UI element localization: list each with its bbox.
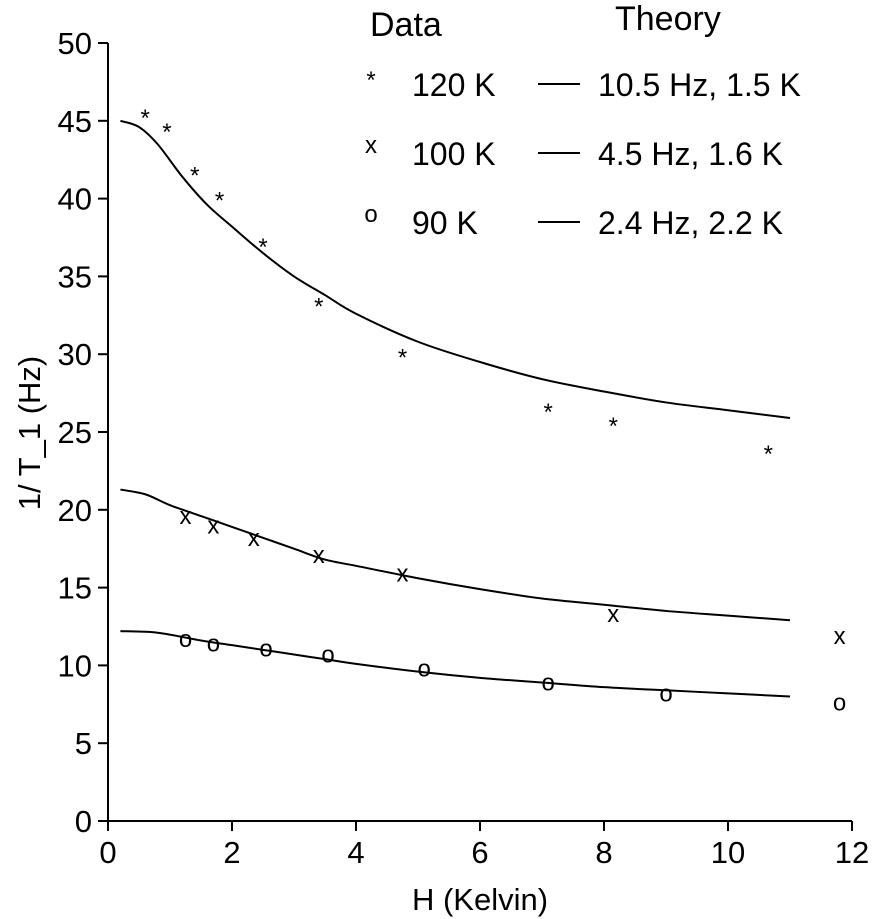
y-tick-label: 25 xyxy=(58,415,92,450)
y-tick-label: 15 xyxy=(58,571,92,606)
data-point-120-k: * xyxy=(398,345,407,372)
theory-curve-90-k xyxy=(120,630,791,698)
y-tick-label: 50 xyxy=(58,26,92,61)
x-tick-label: 10 xyxy=(711,835,745,870)
legend-theory-header: Theory xyxy=(615,0,721,38)
data-point-90-k: o xyxy=(259,635,272,662)
legend: Data Theory * 120 K 10.5 Hz, 1.5 K x 100 K 4.… xyxy=(364,0,800,241)
data-point-120-k: * xyxy=(764,441,773,468)
data-point-100-k: x xyxy=(248,525,260,552)
data-point-120-k: * xyxy=(609,413,618,440)
x-tick-label: 2 xyxy=(223,835,240,870)
legend-series-name: 100 K xyxy=(412,136,496,172)
axes: 0 2 4 6 8 10 12 0 5 10 15 20 25 30 35 40 45 50 xyxy=(58,26,870,870)
y-tick-label: 10 xyxy=(58,648,92,683)
x-ticks: 0 2 4 6 8 10 12 xyxy=(99,821,869,870)
data-point-90-k: o xyxy=(207,631,220,658)
data-point-100-k: x xyxy=(207,512,219,539)
data-point-90-k: o xyxy=(833,690,846,717)
legend-marker: * xyxy=(366,67,375,94)
y-tick-label: 45 xyxy=(58,104,92,139)
data-point-90-k: o xyxy=(321,642,334,669)
legend-marker: x xyxy=(365,132,377,159)
legend-theory-label: 2.4 Hz, 2.2 K xyxy=(598,205,783,241)
legend-marker: o xyxy=(364,201,377,228)
theory-curve-120-k xyxy=(120,119,791,419)
y-tick-label: 0 xyxy=(75,804,92,839)
legend-data-header: Data xyxy=(370,6,442,44)
x-tick-label: 12 xyxy=(835,835,869,870)
y-tick-label: 5 xyxy=(75,726,92,761)
data-point-90-k: o xyxy=(542,670,555,697)
data-point-100-k: x xyxy=(313,542,325,569)
data-point-120-k: * xyxy=(258,234,267,261)
legend-series-name: 90 K xyxy=(412,205,478,241)
y-tick-label: 40 xyxy=(58,182,92,217)
x-tick-label: 8 xyxy=(595,835,612,870)
x-tick-label: 0 xyxy=(99,835,116,870)
y-ticks: 0 5 10 15 20 25 30 35 40 45 50 xyxy=(58,26,108,839)
legend-theory-label: 4.5 Hz, 1.6 K xyxy=(598,136,783,172)
x-tick-label: 6 xyxy=(471,835,488,870)
legend-theory-label: 10.5 Hz, 1.5 K xyxy=(598,67,801,103)
y-tick-label: 20 xyxy=(58,493,92,528)
legend-rows: * 120 K 10.5 Hz, 1.5 K x 100 K 4.5 Hz, 1.6 K o… xyxy=(364,67,800,241)
y-tick-label: 35 xyxy=(58,259,92,294)
data-point-90-k: o xyxy=(659,680,672,707)
data-point-90-k: o xyxy=(418,656,431,683)
data-point-100-k: x xyxy=(834,623,846,650)
theory-curves xyxy=(120,119,791,698)
data-point-120-k: * xyxy=(215,187,224,214)
data-point-120-k: * xyxy=(141,105,150,132)
data-point-100-k: x xyxy=(397,561,409,588)
data-point-100-k: x xyxy=(180,503,192,530)
y-tick-label: 30 xyxy=(58,337,92,372)
theory-curve-100-k xyxy=(120,488,791,622)
data-point-120-k: * xyxy=(544,399,553,426)
data-point-120-k: * xyxy=(162,119,171,146)
data-point-90-k: o xyxy=(179,626,192,653)
legend-series-name: 120 K xyxy=(412,67,496,103)
x-axis-title: H (Kelvin) xyxy=(412,882,548,917)
y-axis-title: 1/ T_1 (Hz) xyxy=(12,356,47,510)
data-point-120-k: * xyxy=(190,163,199,190)
data-point-120-k: * xyxy=(314,293,323,320)
data-point-100-k: x xyxy=(607,601,619,628)
x-tick-label: 4 xyxy=(347,835,364,870)
